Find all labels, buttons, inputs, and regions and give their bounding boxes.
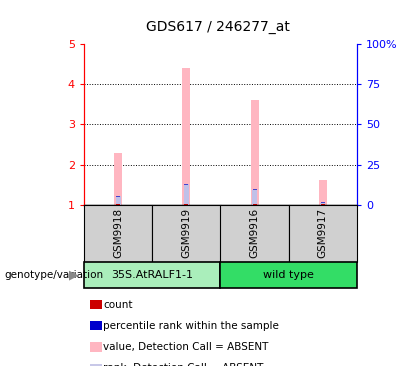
Bar bbox=[184, 204, 189, 205]
Text: wild type: wild type bbox=[263, 270, 314, 280]
Bar bbox=[84, 262, 220, 288]
Text: rank, Detection Call = ABSENT: rank, Detection Call = ABSENT bbox=[103, 363, 263, 366]
Text: value, Detection Call = ABSENT: value, Detection Call = ABSENT bbox=[103, 342, 268, 352]
Text: count: count bbox=[103, 299, 132, 310]
Bar bbox=[250, 100, 259, 205]
Text: ▶: ▶ bbox=[69, 268, 78, 281]
Text: genotype/variation: genotype/variation bbox=[4, 270, 103, 280]
Bar bbox=[182, 68, 190, 205]
Bar bbox=[321, 202, 325, 203]
Text: GDS617 / 246277_at: GDS617 / 246277_at bbox=[147, 20, 290, 34]
Bar bbox=[320, 202, 325, 205]
Bar bbox=[184, 184, 189, 205]
Bar bbox=[319, 180, 327, 205]
Bar bbox=[321, 204, 325, 205]
Text: GSM9917: GSM9917 bbox=[318, 208, 328, 258]
Text: GSM9918: GSM9918 bbox=[113, 208, 123, 258]
Bar bbox=[220, 205, 289, 262]
Text: percentile rank within the sample: percentile rank within the sample bbox=[103, 321, 279, 331]
Bar bbox=[252, 190, 257, 205]
Bar bbox=[289, 205, 357, 262]
Text: 35S.AtRALF1-1: 35S.AtRALF1-1 bbox=[111, 270, 193, 280]
Text: GSM9919: GSM9919 bbox=[181, 208, 192, 258]
Bar bbox=[252, 204, 257, 205]
Bar bbox=[220, 262, 357, 288]
Bar bbox=[116, 196, 121, 205]
Bar bbox=[116, 204, 120, 205]
Text: GSM9916: GSM9916 bbox=[249, 208, 260, 258]
Bar bbox=[252, 189, 257, 190]
Bar bbox=[152, 205, 221, 262]
Bar bbox=[114, 153, 122, 205]
Bar bbox=[84, 205, 152, 262]
Bar bbox=[116, 196, 120, 197]
